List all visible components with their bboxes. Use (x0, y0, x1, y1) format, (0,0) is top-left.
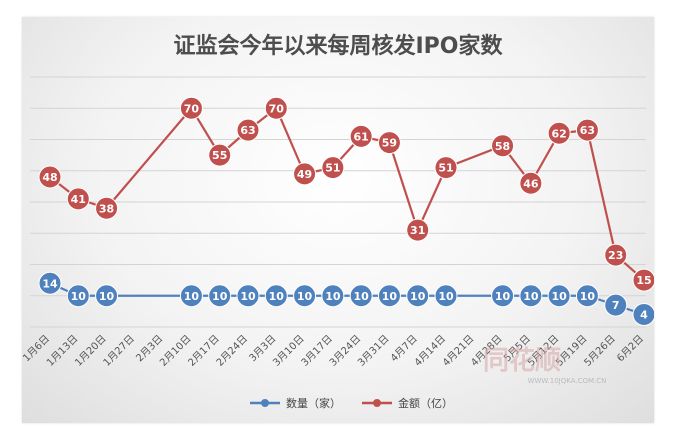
data-point (519, 171, 543, 195)
data-point (491, 284, 515, 308)
data-label: 55 (212, 149, 227, 162)
data-point (38, 165, 62, 189)
data-point (604, 293, 628, 317)
data-point (632, 303, 654, 326)
data-label: 41 (71, 193, 86, 206)
data-point (377, 284, 401, 308)
data-point (519, 284, 543, 308)
data-point (406, 284, 430, 308)
data-label: 61 (353, 130, 368, 143)
data-label: 10 (184, 290, 200, 303)
data-label: 46 (523, 177, 539, 190)
data-label: 10 (269, 290, 285, 303)
x-tick-label: 3月31日 (355, 333, 391, 369)
data-point (179, 96, 203, 120)
data-label: 51 (325, 162, 340, 175)
legend-label: 数量（家） (286, 396, 341, 410)
data-point (66, 187, 90, 211)
data-point (406, 218, 430, 242)
legend-swatch-marker (261, 399, 269, 407)
data-point (236, 118, 260, 142)
data-point (293, 284, 317, 308)
data-label: 10 (71, 290, 87, 303)
data-label: 10 (410, 290, 426, 303)
data-label: 48 (42, 171, 57, 184)
data-point (321, 284, 345, 308)
data-label: 58 (495, 140, 510, 153)
data-label: 10 (523, 290, 539, 303)
data-point (575, 284, 599, 308)
chart-frame: 证监会今年以来每周核发IPO家数 1月6日 1月13日 1月20日 1月27日 2月3日… (22, 17, 654, 423)
x-tick-label: 1月27日 (101, 333, 137, 369)
data-point (208, 284, 232, 308)
watermark-logo: 同花顺 WWW.10JQKA.COM.CN (483, 346, 606, 385)
data-label: 31 (410, 224, 425, 237)
legend: 数量（家） 金额（亿） (250, 396, 453, 410)
legend-swatch-marker (373, 399, 381, 407)
data-point (604, 243, 628, 267)
data-label: 15 (636, 274, 651, 287)
data-label: 51 (438, 162, 453, 175)
data-point (236, 284, 260, 308)
data-label: 10 (551, 290, 567, 303)
watermark-text: 同花顺 (483, 346, 561, 376)
data-label: 63 (240, 124, 255, 137)
data-label: 49 (297, 168, 312, 181)
data-label: 70 (184, 102, 200, 115)
data-point (547, 284, 571, 308)
data-point (208, 143, 232, 167)
data-point (377, 131, 401, 155)
data-label: 10 (353, 290, 369, 303)
data-point (632, 268, 654, 292)
series-layer: 14 10 10 10 10 10 10 10 10 10 10 10 10 10 10 10 10 7 4 48 41… (38, 96, 654, 326)
data-label: 10 (212, 290, 228, 303)
data-point (547, 121, 571, 145)
data-point (66, 284, 90, 308)
x-tick-label: 6月2日 (614, 333, 646, 365)
data-label: 63 (580, 124, 595, 137)
data-label: 14 (42, 277, 58, 290)
data-point (179, 284, 203, 308)
data-label: 10 (580, 290, 596, 303)
line-chart: 证监会今年以来每周核发IPO家数 1月6日1月13日1月20日1月27日2月3日… (22, 33, 654, 410)
data-point (264, 284, 288, 308)
data-point (95, 196, 119, 220)
x-tick-label: 5月26日 (582, 333, 618, 369)
data-point (95, 284, 119, 308)
data-point (434, 284, 458, 308)
data-label: 4 (640, 309, 648, 322)
data-label: 10 (297, 290, 313, 303)
data-point (491, 134, 515, 158)
data-label: 10 (325, 290, 341, 303)
data-point (434, 156, 458, 180)
series-1: 14 10 10 10 10 10 10 10 10 10 10 10 10 10 10 10 10 7 4 (38, 271, 654, 326)
data-label: 23 (608, 249, 623, 262)
data-label: 62 (551, 127, 566, 140)
data-label: 10 (240, 290, 256, 303)
data-label: 10 (99, 290, 115, 303)
legend-label: 金额（亿） (398, 396, 453, 410)
data-label: 38 (99, 202, 114, 215)
data-label: 10 (438, 290, 454, 303)
chart-title: 证监会今年以来每周核发IPO家数 (173, 33, 503, 59)
data-point (321, 156, 345, 180)
data-point (349, 124, 373, 148)
data-point (264, 96, 288, 120)
data-label: 59 (382, 137, 397, 150)
watermark-url: WWW.10JQKA.COM.CN (528, 377, 607, 385)
data-point (349, 284, 373, 308)
data-point (38, 271, 62, 295)
data-label: 70 (269, 102, 285, 115)
series-2: 48 41 38 70 55 63 70 49 51 61 59 31 51 58 46 62 63 23 15 (38, 96, 654, 292)
data-point (575, 118, 599, 142)
data-label: 10 (495, 290, 511, 303)
data-point (293, 162, 317, 186)
data-label: 10 (382, 290, 398, 303)
x-tick-label: 2月24日 (214, 333, 250, 369)
data-label: 7 (612, 299, 620, 312)
